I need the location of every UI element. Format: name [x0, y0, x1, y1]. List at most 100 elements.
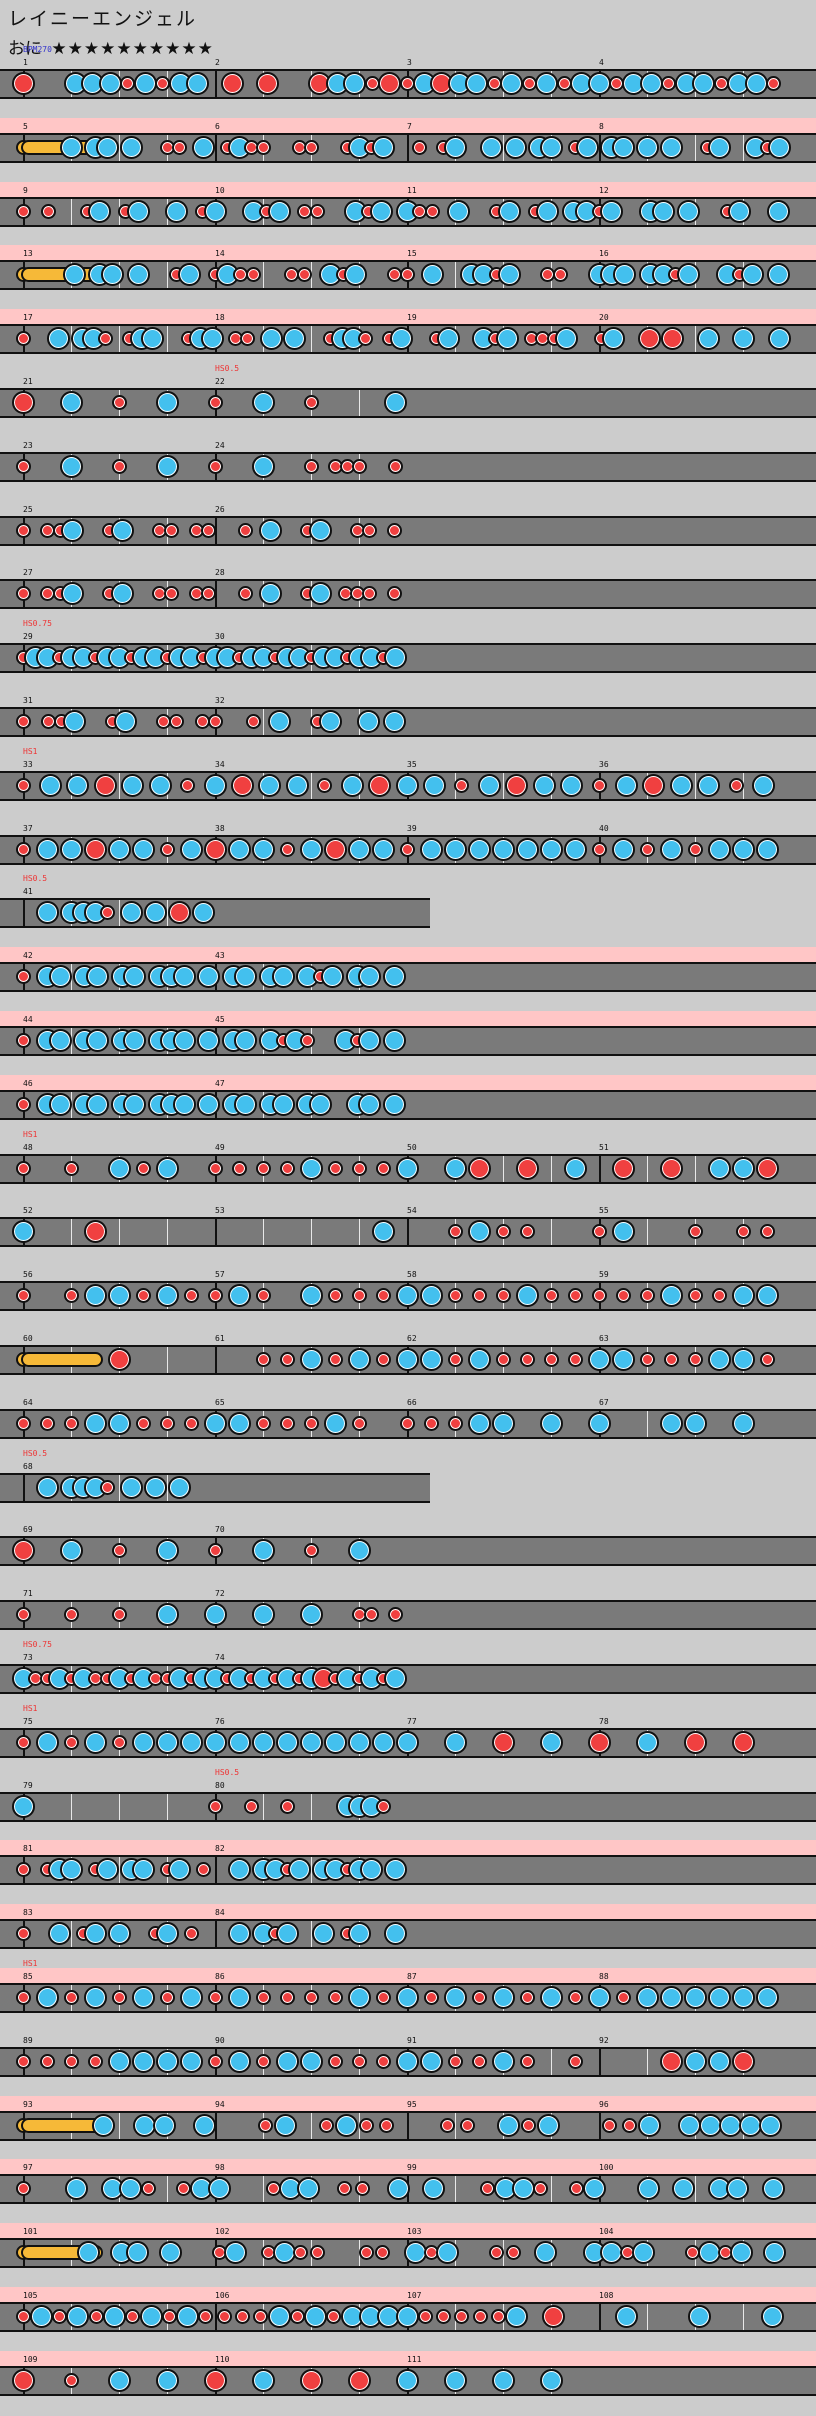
don-note	[317, 777, 333, 793]
big-ka-note	[677, 199, 701, 223]
big-ka-note	[539, 837, 563, 861]
big-ka-note	[155, 2049, 179, 2073]
chart-row: 64 65 66 67	[0, 1394, 816, 1439]
big-don-note	[515, 1156, 539, 1180]
chart-row: 13 14 15 16	[0, 245, 816, 291]
big-ka-note	[61, 518, 85, 542]
row-header	[0, 373, 816, 388]
big-ka-note	[614, 2305, 638, 2328]
don-note	[207, 1160, 223, 1176]
big-don-note	[683, 1730, 707, 1754]
don-note	[362, 586, 378, 602]
measure-number: 6	[215, 121, 220, 131]
beat-line	[311, 1793, 312, 1820]
big-ka-note	[227, 2049, 251, 2073]
big-ka-note	[251, 1539, 275, 1563]
big-ka-note	[334, 2113, 358, 2137]
measure-number: 41	[23, 887, 33, 897]
don-note	[533, 2181, 549, 2197]
big-ka-note	[539, 1411, 563, 1435]
don-note	[447, 1288, 463, 1304]
chart-row: 89 90 91 92	[0, 2032, 816, 2077]
big-ka-note	[227, 837, 251, 861]
big-ka-note	[179, 1986, 203, 2009]
big-ka-note	[107, 1922, 131, 1946]
big-ka-note	[59, 837, 83, 861]
big-ka-note	[761, 2177, 785, 2201]
big-ka-note	[172, 1092, 196, 1116]
don-note	[454, 2309, 470, 2324]
don-note	[159, 1990, 175, 2005]
big-ka-note	[395, 773, 419, 797]
big-don-note	[230, 773, 254, 797]
don-note	[354, 2181, 370, 2197]
don-note	[363, 1607, 379, 1623]
big-ka-note	[479, 135, 503, 159]
chart-row: 56 57 58 59	[0, 1266, 816, 1312]
measure-number: 84	[215, 1908, 225, 1918]
barline	[215, 132, 217, 163]
don-note	[125, 2309, 141, 2324]
big-ka-note	[197, 1029, 221, 1052]
beat-line	[455, 262, 456, 289]
big-ka-note	[755, 1986, 779, 2009]
don-note	[159, 1415, 175, 1431]
don-note	[243, 1798, 259, 1814]
big-ka-note	[371, 135, 395, 159]
barline	[599, 2302, 601, 2332]
don-note	[297, 267, 313, 283]
barline	[215, 2110, 217, 2141]
measure-number: 7	[407, 121, 412, 131]
measure-number: 102	[215, 2227, 230, 2237]
don-note	[663, 1352, 679, 1367]
big-ka-note	[358, 965, 382, 989]
beat-line	[119, 1219, 120, 1246]
big-ka-note	[347, 1730, 371, 1754]
big-ka-note	[443, 1986, 467, 2009]
big-ka-note	[678, 2113, 702, 2137]
big-ka-note	[383, 965, 407, 989]
big-ka-note	[119, 1475, 143, 1499]
big-ka-note	[539, 2368, 563, 2392]
note-lane	[0, 579, 816, 610]
big-ka-note	[126, 263, 150, 287]
beat-line	[647, 1219, 648, 1246]
big-ka-note	[197, 1092, 221, 1116]
big-ka-note	[395, 2368, 419, 2392]
beat-line	[167, 1793, 168, 1820]
beat-line	[503, 1155, 504, 1182]
big-don-note	[299, 2368, 323, 2392]
measure-number: 60	[23, 1334, 33, 1343]
beat-line	[167, 2176, 168, 2203]
barline	[215, 515, 217, 546]
measure-number: 30	[215, 632, 225, 642]
don-note	[195, 1862, 211, 1878]
big-ka-note	[155, 2368, 179, 2392]
big-ka-note	[583, 2177, 607, 2201]
measure-number: 33	[23, 759, 33, 769]
big-don-note	[93, 773, 117, 797]
don-note	[255, 1990, 271, 2005]
big-ka-note	[497, 199, 521, 223]
don-note	[687, 1288, 703, 1304]
chart-row: 52 53 54 55	[0, 1202, 816, 1248]
don-note	[318, 2117, 334, 2133]
measure-number: 40	[599, 823, 609, 833]
big-ka-note	[88, 199, 112, 223]
beat-line	[263, 709, 264, 735]
don-note	[15, 1862, 31, 1878]
don-note	[454, 777, 470, 793]
gogo-section	[0, 245, 816, 261]
big-ka-note	[683, 1411, 707, 1435]
big-ka-note	[677, 263, 701, 287]
measure-number: 15	[407, 249, 417, 259]
gogo-section	[0, 117, 816, 133]
measure-number: 57	[215, 1270, 225, 1280]
measure-number: 53	[215, 1206, 225, 1216]
don-note	[351, 1288, 367, 1304]
don-note	[303, 139, 319, 155]
don-note	[207, 1543, 223, 1559]
big-ka-note	[755, 1284, 779, 1308]
don-note	[207, 1990, 223, 2005]
big-ka-note	[107, 1156, 131, 1180]
